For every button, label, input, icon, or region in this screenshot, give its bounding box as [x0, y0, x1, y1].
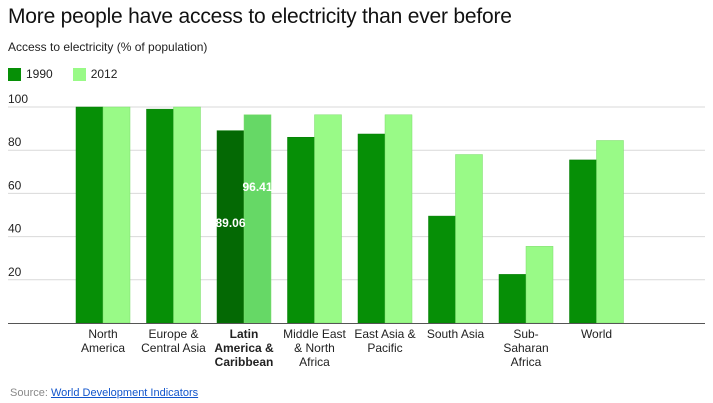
data-label-0-2: 89.06 — [215, 216, 245, 230]
legend-swatch-1990 — [8, 67, 21, 81]
legend: 1990 2012 — [8, 66, 137, 82]
x-tick-label-7: World — [581, 327, 612, 341]
bar-1990-5 — [428, 215, 456, 324]
legend-label-2012: 2012 — [90, 67, 118, 81]
bar-2012-6 — [525, 246, 554, 324]
x-tick-label-line: America — [81, 341, 125, 355]
chart-title: More people have access to electricity t… — [8, 5, 512, 28]
bar-2012-7 — [596, 140, 624, 324]
legend-item-2012[interactable]: 2012 — [72, 67, 118, 81]
x-tick-label-0: North America — [81, 327, 125, 355]
x-tick-label-4: East Asia & Pacific — [354, 327, 415, 355]
source-prefix: Source: — [10, 387, 51, 399]
x-tick-label-line: Europe & — [148, 327, 198, 341]
y-tick-label-60: 60 — [8, 178, 22, 192]
y-tick-label-20: 20 — [8, 265, 22, 279]
x-tick-label-line: East Asia & — [354, 327, 415, 341]
x-tick-label-6: Sub-Saharan Africa — [503, 327, 548, 369]
source-link[interactable]: World Development Indicators — [50, 387, 199, 399]
x-tick-label-1: Europe & Central Asia — [141, 327, 206, 355]
x-tick-label-line: Central Asia — [141, 341, 206, 355]
bar-1990-2 — [216, 130, 245, 324]
x-tick-label-2: Latin America & Caribbean — [214, 327, 274, 369]
bar-1990-6 — [498, 274, 527, 324]
legend-swatch-2012 — [72, 67, 86, 81]
x-tick-label-line: Caribbean — [215, 355, 274, 369]
x-tick-label-line: & North — [294, 341, 335, 355]
y-tick-label-100: 100 — [8, 92, 28, 106]
x-tick-label-line: America & — [214, 341, 274, 355]
y-tick-label-40: 40 — [8, 222, 22, 236]
y-tick-label-80: 80 — [8, 135, 22, 149]
x-tick-label-line: Latin — [230, 327, 259, 341]
x-tick-label-5: South Asia — [427, 327, 485, 341]
x-tick-label-line: South Asia — [427, 327, 485, 341]
bar-1990-1 — [146, 108, 174, 324]
bar-2012-1 — [173, 106, 201, 324]
bar-2012-3 — [314, 114, 342, 324]
data-label-1-2: 96.41 — [242, 180, 272, 194]
legend-label-1990: 1990 — [26, 67, 53, 81]
bar-2012-0 — [102, 106, 131, 324]
bar-2012-5 — [455, 154, 483, 324]
x-tick-label-line: Africa — [511, 355, 542, 369]
bar-1990-4 — [357, 133, 386, 324]
legend-item-1990[interactable]: 1990 — [8, 67, 53, 81]
bar-1990-0 — [75, 106, 104, 324]
x-tick-label-line: Saharan — [503, 341, 548, 355]
bar-2012-2 — [243, 114, 272, 324]
x-tick-label-line: Pacific — [367, 341, 402, 355]
source-note: Source: World Development Indicators — [10, 387, 198, 399]
x-tick-label-line: North — [88, 327, 117, 341]
x-tick-label-line: Sub- — [513, 327, 538, 341]
x-tick-label-line: Africa — [299, 355, 330, 369]
bar-1990-7 — [569, 159, 597, 324]
bar-2012-4 — [384, 114, 413, 324]
x-tick-label-line: Middle East — [283, 327, 346, 341]
x-tick-label-3: Middle East & North Africa — [283, 327, 346, 369]
bar-1990-3 — [287, 136, 315, 324]
y-axis-label: Access to electricity (% of population) — [8, 40, 208, 54]
x-tick-label-line: World — [581, 327, 612, 341]
